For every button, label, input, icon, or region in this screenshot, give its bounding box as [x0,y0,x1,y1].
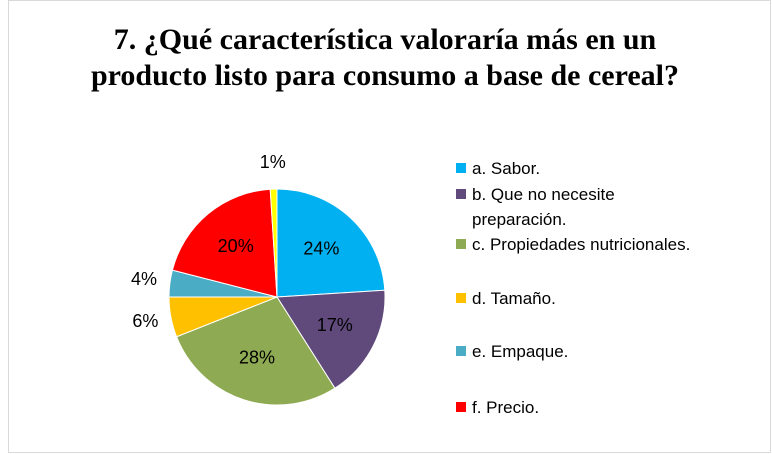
legend-swatch [456,402,466,412]
pie-slice [269,188,278,298]
data-label: 1% [260,152,286,172]
legend-swatch [456,239,466,249]
legend-label: c. Propiedades nutricionales. [472,235,691,254]
data-label: 6% [132,311,158,331]
data-label: 24% [303,239,339,259]
legend-item: d. Tamaño. [456,286,556,311]
data-label: 28% [239,347,275,367]
legend-item: e. Empaque. [456,339,568,364]
legend-swatch [456,293,466,303]
legend-label: f. Precio. [472,398,540,417]
chart-title: 7. ¿Qué característica valoraría más en … [90,23,680,92]
legend-label: e. Empaque. [472,342,569,361]
legend-swatch [456,189,466,199]
data-label: 17% [317,315,353,335]
pie-slice [175,296,336,406]
legend-label: d. Tamaño. [472,289,556,308]
legend-swatch [456,163,466,173]
data-label: 20% [218,236,254,256]
legend-item: a. Sabor. [456,156,540,181]
legend-item: f. Precio. [456,395,539,420]
pie-slice [276,188,386,298]
legend-item: b. Que no necesite preparación. [456,182,656,232]
legend-item: c. Propiedades nutricionales. [456,232,690,257]
legend-label: a. Sabor. [472,159,541,178]
legend-swatch [456,346,466,356]
pie-slice [276,289,386,389]
legend-label: b. Que no necesite preparación. [472,185,615,229]
pie-slice [171,188,278,298]
chart-frame [8,0,771,453]
data-label: 4% [131,269,157,289]
